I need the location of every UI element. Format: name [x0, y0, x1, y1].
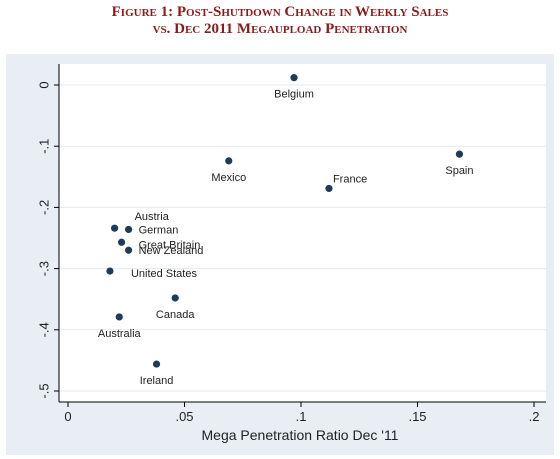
data-point: [106, 267, 114, 275]
y-tick-label: 0: [37, 81, 52, 88]
x-tick-label: .15: [408, 409, 426, 424]
y-tick-label: -.5: [37, 383, 52, 398]
figure-title-line-1: Figure 1: Post-Shutdown Change in Weekly…: [111, 4, 449, 20]
y-tick-label: -.3: [37, 261, 52, 276]
plot-area: [59, 64, 546, 402]
data-label: New Zealand: [139, 245, 204, 257]
data-label: Ireland: [140, 375, 174, 387]
axes: 0 -.1 -.2 -.3 -.4 -.5 0 .05 .1 .15 .2: [37, 64, 546, 424]
gridlines: [59, 84, 546, 392]
data-point: [225, 157, 233, 165]
data-label: Austria: [135, 211, 170, 223]
x-tick-label: .05: [175, 409, 193, 424]
data-label: Spain: [445, 165, 473, 177]
data-point: [455, 150, 464, 158]
x-axis-label: Mega Penetration Ratio Dec '11: [202, 427, 399, 443]
data-point: [152, 360, 161, 368]
figure-title-line-2: vs. Dec 2011 Megaupload Penetration: [152, 21, 408, 37]
data-point: [111, 224, 119, 232]
data-label: Mexico: [211, 172, 246, 184]
y-tick-label: -.4: [37, 322, 52, 337]
data-label: Canada: [156, 309, 195, 321]
data-label: Great Britain: [139, 239, 201, 251]
data-points: [106, 74, 464, 368]
data-label: Australia: [98, 328, 142, 340]
x-tick-label: .1: [296, 409, 307, 424]
data-label: France: [333, 173, 367, 185]
data-point: [117, 238, 126, 246]
data-point: [325, 184, 333, 193]
data-point: [115, 313, 123, 321]
data-point: [171, 294, 179, 302]
data-label: United States: [131, 268, 198, 280]
data-point: [290, 74, 298, 82]
figure-title: Figure 1: Post-Shutdown Change in Weekly…: [0, 4, 560, 38]
data-point: [124, 246, 133, 254]
data-label: Belgium: [274, 89, 314, 101]
x-tick-label: 0: [64, 409, 71, 424]
data-label: German: [139, 224, 179, 236]
y-tick-label: -.1: [37, 139, 52, 154]
y-tick-label: -.2: [37, 200, 52, 215]
x-tick-label: .2: [529, 409, 540, 424]
data-point: [124, 225, 133, 234]
